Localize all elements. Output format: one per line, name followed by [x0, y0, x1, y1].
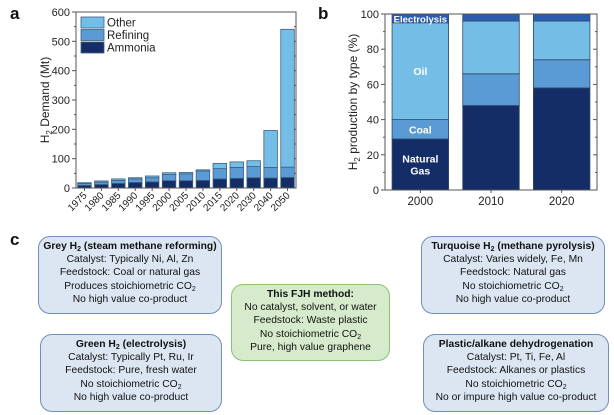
chart-a-demand: 0100200300400500600197519801985199019952… [38, 7, 297, 214]
y-tick-label: 60 [367, 79, 379, 91]
legend-swatch-other [80, 16, 105, 29]
bar-segment-coal [462, 73, 520, 106]
green-h2-catalyst: Catalyst: Typically Pt, Ru, Ir [68, 352, 194, 364]
legend-label-other: Other [107, 18, 136, 30]
y-tick-label: 0 [373, 185, 379, 197]
plastic-dehydrogenation-coproduct: No or impure high value co-product [435, 391, 597, 403]
y-tick-label: 0 [64, 183, 70, 195]
x-tick-label: 2010 [478, 196, 504, 208]
bar-segment-electrolysis [533, 13, 591, 22]
bar-segment-oil [462, 20, 520, 75]
bar-segment-other [77, 182, 92, 185]
grey-h2-catalyst: Catalyst: Typically Ni, Al, Zn [66, 254, 194, 266]
x-tick-label: 2020 [549, 196, 575, 208]
green-h2-coproduct: No high value co-product [73, 391, 189, 403]
bar-segment-other [212, 162, 228, 170]
fjh-co2: No stoichiometric CO2 [259, 328, 362, 341]
y-tick-label: 100 [52, 154, 70, 166]
legend-label-ammonia: Ammonia [107, 43, 156, 55]
plastic-dehydrogenation-catalyst: Catalyst: Pt, Ti, Fe, Al [466, 352, 566, 364]
x-tick-label: 2000 [408, 196, 434, 208]
fjh-coproduct: Pure, high value graphene [250, 341, 371, 353]
plastic-dehydrogenation-title: Plastic/alkane dehydrogenation [438, 339, 594, 350]
bar-segment-natural-gas [533, 87, 591, 191]
y-tick-label: 40 [367, 115, 379, 127]
bar-segment-other [161, 172, 177, 175]
bar-segment-oil [391, 22, 450, 121]
bar-segment-other [280, 28, 295, 168]
turquoise-h2-feedstock: Feedstock: Natural gas [460, 267, 566, 279]
plastic-dehydrogenation-feedstock: Feedstock: Alkanes or plastics [446, 365, 586, 377]
bar-segment-natural-gas [462, 105, 520, 191]
turquoise-h2-box: Turquoise H2 (methane pyrolysis) Catalys… [421, 236, 605, 314]
turquoise-h2-title: Turquoise H2 (methane pyrolysis) [431, 241, 595, 253]
turquoise-h2-catalyst: Catalyst: Varies widely, Fe, Mn [443, 254, 583, 266]
bar-segment-coal [533, 59, 591, 89]
bar-segment-other [94, 180, 109, 183]
y-tick-label: 600 [52, 7, 70, 19]
green-h2-feedstock: Feedstock: Pure, fresh water [65, 365, 197, 377]
y-tick-label: 80 [367, 44, 379, 56]
y-tick-label: 100 [361, 9, 379, 21]
bar-segment-other [195, 169, 211, 172]
panel-label-c: c [10, 230, 20, 249]
y-tick-label: 400 [52, 66, 70, 78]
fjh-catalyst: No catalyst, solvent, or water [244, 302, 377, 314]
y-tick-label: 20 [367, 150, 379, 162]
legend-label-refining: Refining [107, 30, 149, 42]
bar-segment-other [111, 178, 126, 181]
plastic-dehydrogenation-co2: No stoichiometric CO2 [465, 378, 567, 391]
bar-segment-other [229, 161, 244, 168]
panel-label-b: b [318, 4, 329, 23]
segment-label-natural-gas: Natural [402, 153, 438, 165]
segment-label-oil: Oil [413, 66, 427, 78]
bar-segment-electrolysis [462, 13, 520, 22]
grey-h2-box: Grey H2 (steam methane reforming) Cataly… [38, 236, 222, 314]
segment-label-coal: Coal [409, 124, 432, 136]
legend-swatch-refining [80, 29, 105, 41]
y-axis-label: H2 production by type (%) [346, 34, 362, 171]
fjh-method-box: This FJH method: No catalyst, solvent, o… [231, 284, 390, 361]
y-tick-label: 300 [52, 95, 70, 107]
y-tick-label: 500 [52, 36, 70, 48]
turquoise-h2-coproduct: No high value co-product [455, 293, 571, 305]
green-h2-box: Green H2 (electrolysis) Catalyst: Typica… [40, 334, 222, 412]
turquoise-h2-co2: No stoichiometric CO2 [462, 280, 564, 293]
panel-label-a: a [10, 4, 20, 23]
plot-frame [384, 13, 598, 191]
grey-h2-coproduct: No high value co-product [72, 293, 188, 305]
plot-frame [75, 11, 297, 189]
green-h2-co2: No stoichiometric CO2 [80, 378, 182, 391]
bar-segment-other [128, 177, 143, 180]
bar-segment-other [144, 175, 160, 179]
segment-label-electrolysis: Electrolysis [394, 14, 447, 25]
bar-segment-oil [533, 20, 591, 61]
legend-swatch-ammonia [80, 41, 105, 54]
fjh-title: This FJH method: [267, 289, 354, 300]
grey-h2-feedstock: Feedstock: Coal or natural gas [59, 267, 201, 279]
green-h2-title: Green H2 (electrolysis) [75, 339, 187, 351]
fjh-feedstock: Feedstock: Waste plastic [253, 315, 368, 327]
bar-segment-other [178, 172, 194, 175]
bar-segment-natural-gas [391, 138, 450, 191]
grey-h2-title: Grey H2 (steam methane reforming) [43, 241, 217, 253]
segment-label-natural-gas: Gas [410, 165, 430, 177]
bar-segment-other [263, 130, 278, 168]
bar-segment-other [246, 160, 261, 167]
y-tick-label: 200 [52, 124, 70, 136]
grey-h2-co2: Produces stoichiometric CO2 [64, 280, 196, 293]
y-axis-label: H2 Demand (Mt) [38, 57, 54, 143]
plastic-dehydrogenation-box: Plastic/alkane dehydrogenation Catalyst:… [423, 334, 609, 412]
